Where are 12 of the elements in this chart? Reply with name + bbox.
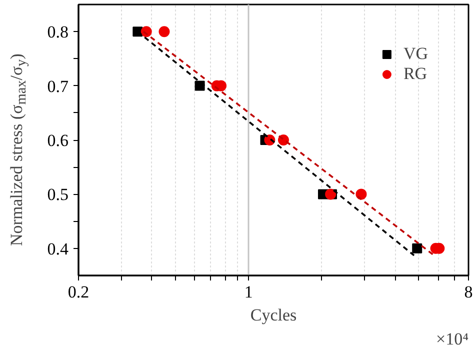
x-tick-label: 8 (464, 282, 473, 302)
y-tick-label: 0.4 (47, 239, 69, 258)
legend-label: VG (403, 44, 428, 64)
x-tick-label: 0.2 (68, 282, 90, 302)
text: ×10⁴ (436, 330, 469, 348)
x-tick-label: 1 (244, 282, 253, 302)
y-tick-label: 0.8 (47, 22, 68, 42)
x-axis-title: Cycles (250, 306, 297, 324)
y-tick-label: 0.6 (47, 131, 68, 150)
y-tick-label: 0.5 (47, 185, 68, 204)
legend-label: RG (403, 64, 428, 84)
y-tick-label: 0.7 (47, 76, 69, 96)
